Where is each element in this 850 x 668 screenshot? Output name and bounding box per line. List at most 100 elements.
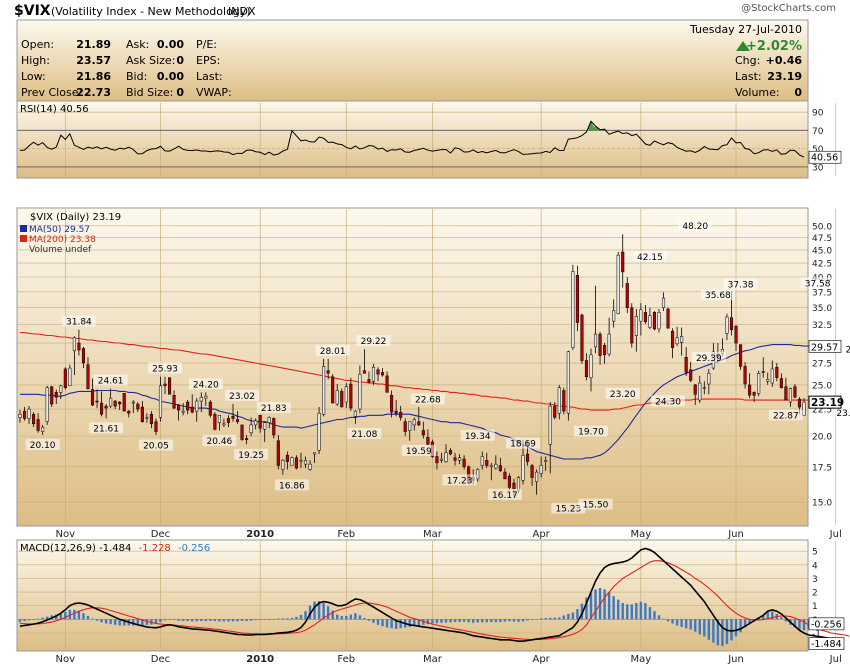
candle: [81, 346, 85, 369]
candle: [435, 451, 439, 470]
candle: [100, 391, 104, 417]
macd-histogram-bar: [277, 618, 280, 620]
candle-body-down: [177, 404, 181, 411]
candle: [643, 305, 647, 324]
candle-body-up: [322, 366, 326, 415]
macd-histogram-bar: [476, 619, 479, 623]
annotation-label: 20.05: [143, 442, 169, 452]
candle-body-down: [54, 392, 58, 398]
candle-body-up: [607, 333, 611, 355]
candle: [503, 468, 507, 480]
macd-histogram-bar: [322, 603, 325, 620]
candle: [775, 363, 779, 382]
candle-body-up: [480, 456, 484, 466]
macd-histogram-bar: [802, 619, 806, 631]
x-tick-label: May: [631, 529, 652, 540]
candle-body-up: [131, 401, 135, 404]
candle: [113, 400, 117, 410]
candle-body-up: [698, 382, 702, 401]
macd-histogram-bar: [422, 619, 425, 625]
x-tick-label: Mar: [423, 529, 443, 540]
candle: [90, 378, 95, 407]
candle-body-up: [648, 315, 652, 328]
macd-histogram-bar: [249, 619, 253, 621]
candle-body-down: [231, 416, 235, 419]
price-tick-label: 17.5: [812, 463, 832, 473]
rsi-panel: [16, 100, 809, 179]
candle: [140, 401, 144, 423]
candle: [127, 410, 131, 418]
candle-body-up: [661, 297, 666, 308]
macd-histogram-bar: [730, 619, 733, 641]
macd-histogram-bar: [385, 619, 389, 628]
candle: [562, 387, 566, 415]
annotation-label: 42.15: [637, 253, 663, 263]
annotation-bg: [832, 406, 850, 418]
change-percent: +2.02%: [746, 39, 802, 54]
candle-body-up: [371, 366, 376, 382]
price-annotation: 31.84: [61, 315, 96, 327]
macd-histogram-bar: [100, 619, 103, 623]
macd-histogram-bar: [168, 619, 171, 620]
candle-body-down: [90, 389, 95, 406]
candle-body-down: [448, 450, 453, 455]
candle: [272, 417, 276, 439]
price-annotation: 17.23: [442, 474, 477, 486]
candle: [743, 362, 747, 389]
price-annotation: 15.50: [578, 498, 613, 511]
candle-body-up: [145, 417, 149, 419]
macd-histogram-bar: [191, 619, 194, 622]
candle: [589, 348, 593, 392]
macd-histogram-bar: [236, 619, 239, 622]
candle: [18, 410, 22, 423]
macd-histogram-bar: [326, 606, 330, 620]
macd-histogram-bar: [639, 601, 643, 620]
annotation-bg: [574, 425, 609, 437]
candle-body-down: [399, 411, 403, 418]
candle-body-down: [779, 378, 783, 388]
candle: [571, 264, 575, 351]
candle: [593, 285, 598, 354]
x-axis-labels: Nov Nov Dec Dec 2010 2010 Feb Feb Mar Mar Apr Apr Ma…: [56, 529, 842, 665]
annotation-label: 21.08: [352, 430, 378, 440]
candle-body-down: [598, 333, 602, 356]
candle-body-down: [729, 317, 734, 330]
annotation-bg: [506, 437, 541, 449]
rsi-tick-label: 70: [812, 127, 824, 137]
macd-histogram-bar: [204, 619, 208, 622]
candle-body-up: [158, 385, 163, 418]
candle-body-down: [326, 370, 330, 374]
x-tick-label: Nov: [56, 654, 76, 665]
candle: [575, 265, 579, 332]
macd-histogram-bar: [485, 619, 488, 623]
annotation-bg: [89, 422, 124, 434]
rsi-overbought-fill: [591, 126, 601, 131]
volume-label: Volume:: [735, 86, 780, 99]
candle-body-down: [417, 421, 421, 426]
bid-value: 0.00: [157, 70, 184, 83]
macd-histogram-bar: [762, 615, 765, 620]
annotation-label: 19.70: [578, 428, 604, 438]
candle: [254, 418, 258, 430]
candle: [739, 344, 743, 370]
annotation-label: 21.83: [261, 404, 287, 414]
macd-histogram-bar: [748, 619, 751, 624]
macd-histogram-bar: [626, 604, 629, 620]
candle-body-down: [95, 400, 99, 403]
candle-body-down: [421, 430, 425, 436]
price-annotation: 20.46: [202, 434, 237, 447]
macd-histogram-bar: [354, 613, 357, 620]
candle: [213, 412, 217, 431]
macd-histogram-bar: [132, 619, 135, 626]
price-tick-label: 25.0: [812, 381, 832, 391]
price-tick-label: 35.0: [812, 304, 832, 314]
candle: [235, 411, 240, 424]
annotation-bg: [256, 402, 291, 414]
price-annotation: 42.15: [632, 250, 667, 263]
candle-body-down: [258, 415, 262, 429]
macd-histogram-bar: [544, 618, 547, 620]
date-label: Tuesday 27-Jul-2010: [689, 23, 802, 36]
candle-body-down: [453, 457, 457, 461]
candle-body-down: [285, 455, 289, 462]
bid-size-label: Bid Size:: [126, 86, 173, 99]
